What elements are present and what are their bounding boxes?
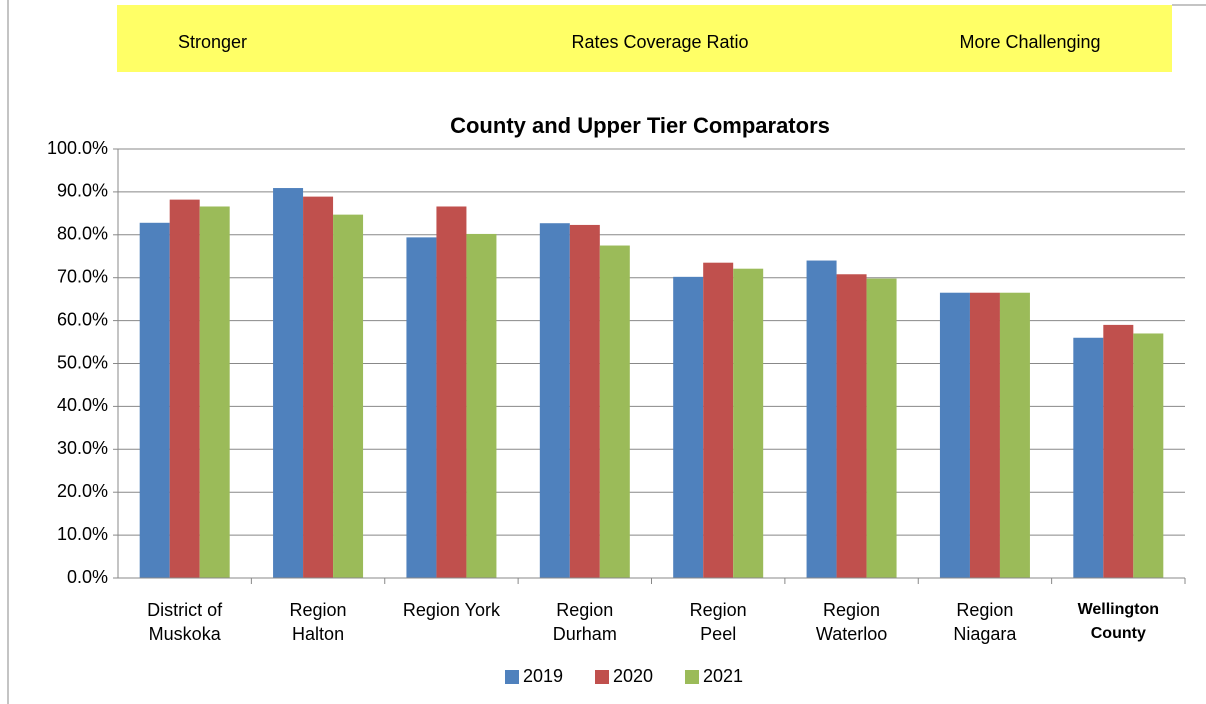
x-tick-label: Region Peel	[689, 600, 747, 644]
x-tick-label: Wellington County	[1077, 601, 1160, 642]
y-tick-label: 40.0%	[57, 395, 108, 415]
bar	[199, 206, 230, 578]
x-tick-label: Region Durham	[552, 600, 617, 644]
bar	[1103, 324, 1134, 578]
legend-label: 2020	[613, 666, 653, 686]
legend-label: 2019	[523, 666, 563, 686]
bar	[569, 224, 600, 579]
bar	[939, 292, 970, 578]
y-tick-label: 80.0%	[57, 224, 108, 244]
legend-swatch	[685, 670, 699, 684]
x-tick-label: Region York	[402, 600, 500, 620]
legend-swatch	[595, 670, 609, 684]
y-tick-label: 100.0%	[47, 138, 108, 158]
banner	[117, 5, 1172, 72]
legend-label: 2021	[703, 666, 743, 686]
x-tick-label: Region Niagara	[953, 600, 1017, 644]
bar	[539, 223, 570, 579]
x-tick-label: Region Halton	[289, 600, 347, 644]
banner-right: More Challenging	[959, 32, 1100, 52]
bar	[406, 237, 437, 578]
bar	[733, 268, 764, 578]
y-tick-label: 0.0%	[67, 567, 108, 587]
legend-swatch	[505, 670, 519, 684]
bar	[806, 260, 837, 578]
bar	[866, 278, 897, 578]
y-tick-label: 30.0%	[57, 438, 108, 458]
banner-left: Stronger	[178, 32, 247, 52]
y-tick-label: 70.0%	[57, 266, 108, 286]
chart-title: County and Upper Tier Comparators	[450, 113, 830, 138]
bar	[169, 199, 200, 578]
bar	[673, 276, 704, 578]
bar	[466, 233, 497, 578]
bar	[703, 262, 734, 578]
y-tick-label: 90.0%	[57, 181, 108, 201]
bar	[303, 196, 334, 578]
bar	[436, 206, 467, 578]
bar	[1133, 333, 1164, 578]
y-tick-label: 10.0%	[57, 524, 108, 544]
bar	[139, 222, 170, 578]
y-tick-label: 50.0%	[57, 352, 108, 372]
bar	[1073, 337, 1104, 578]
bar	[333, 214, 364, 578]
y-tick-label: 20.0%	[57, 481, 108, 501]
bar	[999, 292, 1030, 578]
bar	[599, 245, 630, 578]
x-tick-label: District of Muskoka	[147, 600, 223, 644]
y-tick-label: 60.0%	[57, 309, 108, 329]
x-tick-label: Region Waterloo	[815, 600, 888, 644]
bar	[273, 188, 304, 578]
banner-center: Rates Coverage Ratio	[571, 32, 748, 52]
bar	[836, 274, 867, 578]
bar	[969, 292, 1000, 578]
